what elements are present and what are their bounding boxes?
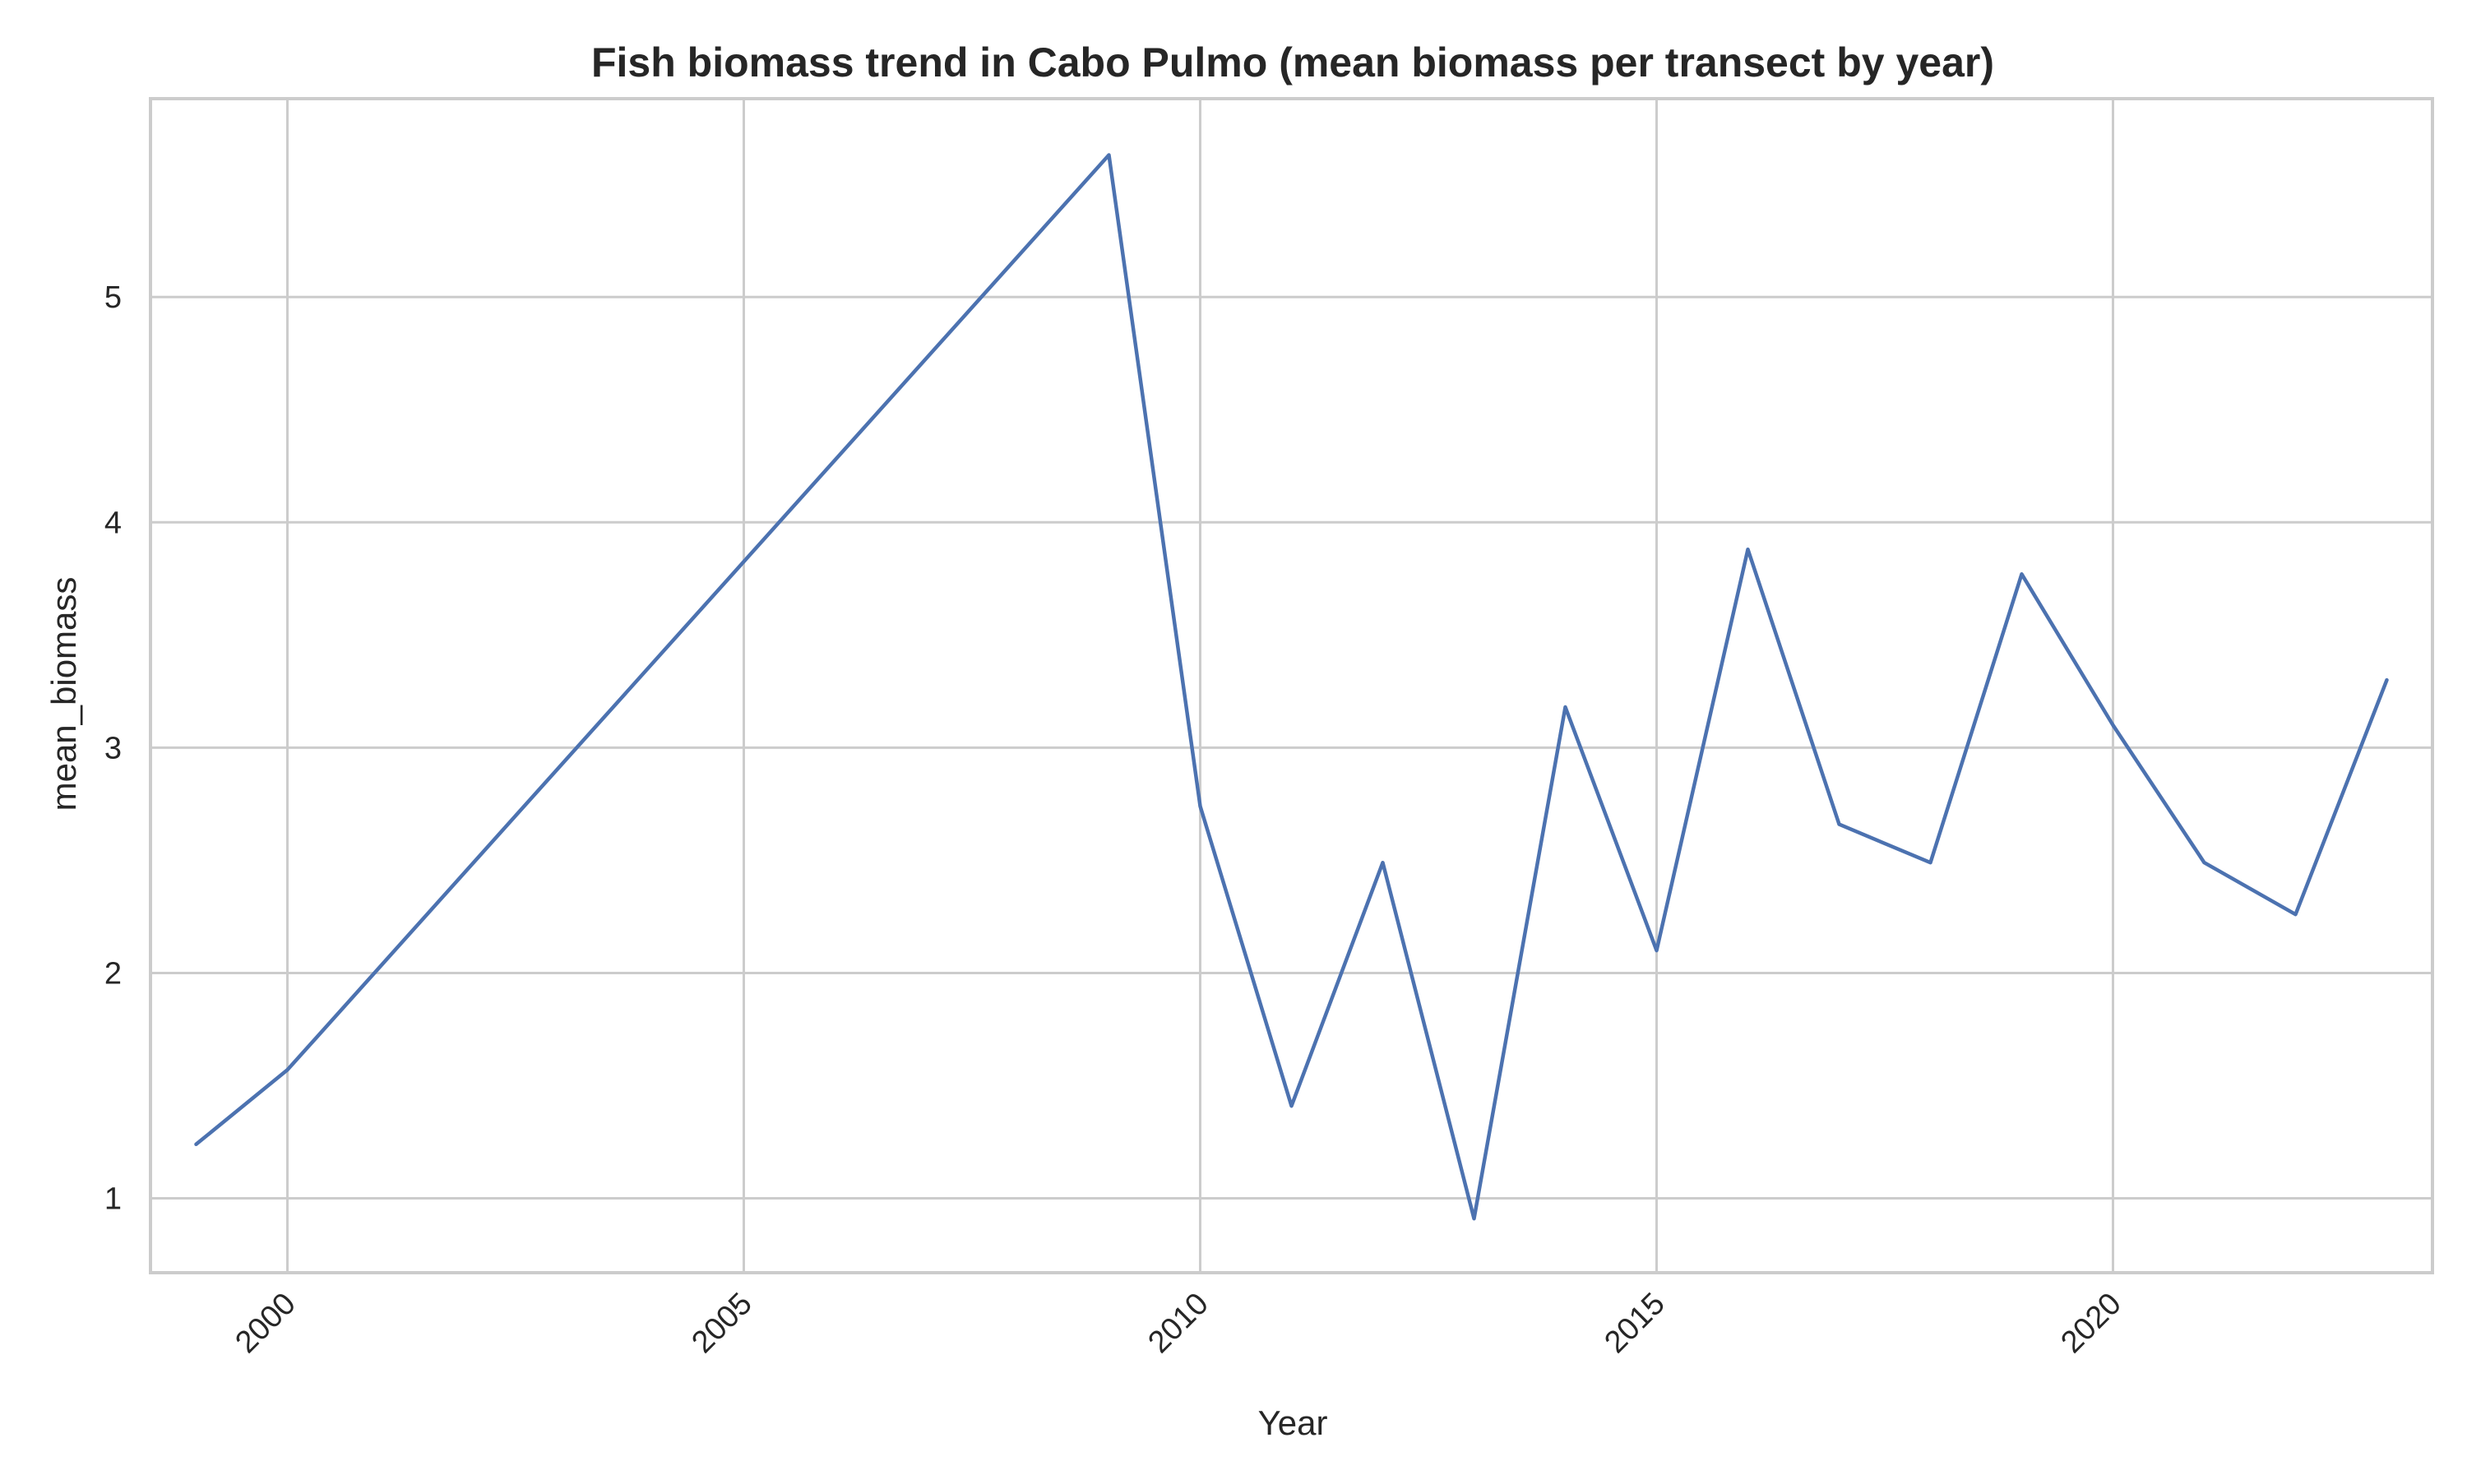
x-tick-label: 2015 — [1598, 1287, 1671, 1360]
y-tick-label: 3 — [104, 731, 122, 765]
x-tick-label: 2010 — [1141, 1287, 1215, 1360]
y-tick-label: 2 — [104, 956, 122, 991]
chart-title: Fish biomass trend in Cabo Pulmo (mean b… — [591, 39, 1994, 86]
y-axis-label: mean_biomass — [44, 577, 83, 811]
x-tick-label: 2020 — [2054, 1287, 2127, 1360]
series-layer — [196, 155, 2386, 1218]
y-tick-label: 4 — [104, 506, 122, 540]
series-line — [197, 155, 2387, 1219]
x-axis-label: Year — [1258, 1403, 1328, 1442]
x-tick-label: 2005 — [685, 1287, 758, 1360]
x-tick-label: 2000 — [229, 1287, 302, 1360]
y-tick-label: 1 — [104, 1182, 122, 1217]
y-tick-label: 5 — [104, 280, 122, 315]
